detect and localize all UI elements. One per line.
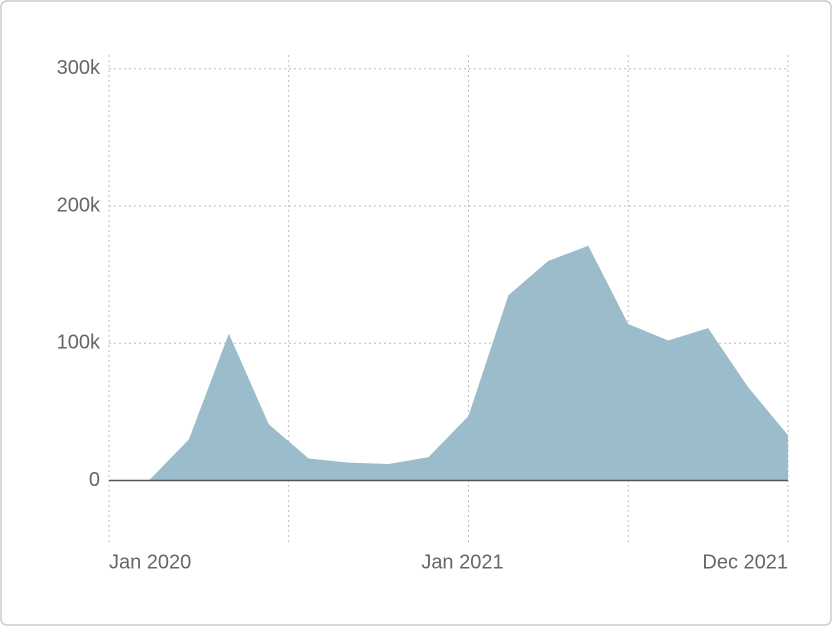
y-tick-label: 0	[89, 469, 100, 491]
area	[148, 245, 789, 481]
x-tick-label: Dec 2021	[702, 551, 788, 573]
y-tick-label: 100k	[57, 332, 101, 354]
y-tick-label: 200k	[57, 194, 101, 216]
x-tick-label: Jan 2021	[421, 551, 503, 573]
x-tick-label: Jan 2020	[109, 551, 191, 573]
y-tick-label: 300k	[57, 57, 101, 79]
